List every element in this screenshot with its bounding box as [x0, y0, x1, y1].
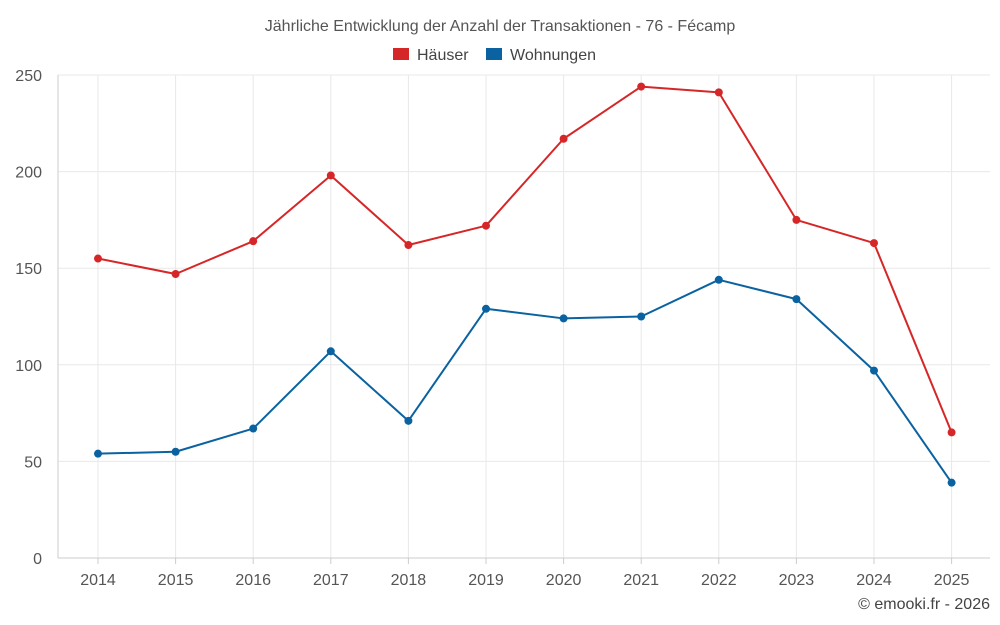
- x-tick-label: 2023: [779, 572, 815, 589]
- credit-text: © emooki.fr - 2026: [858, 596, 990, 613]
- data-point[interactable]: [482, 304, 490, 313]
- data-point[interactable]: [637, 312, 646, 321]
- x-tick-label: 2025: [934, 572, 970, 589]
- data-point[interactable]: [249, 237, 258, 246]
- series-layer: [94, 82, 956, 487]
- axes: 0 50 100 150 200 250 2014 2015 2016 2017 2018 2019 2…: [15, 68, 990, 589]
- data-point[interactable]: [714, 88, 723, 97]
- data-point[interactable]: [171, 269, 180, 278]
- y-tick-label: 200: [15, 165, 42, 182]
- x-tick-label: 2022: [701, 572, 737, 589]
- data-point[interactable]: [326, 347, 335, 356]
- legend-item[interactable]: Häuser: [393, 47, 469, 64]
- x-tick-label: 2018: [391, 572, 427, 589]
- y-tick-label: 250: [15, 68, 42, 85]
- x-tick-label: 2021: [623, 572, 659, 589]
- series-line: [97, 278, 953, 484]
- x-tick-label: 2017: [313, 572, 349, 589]
- data-point[interactable]: [792, 215, 801, 224]
- y-tick-label: 0: [33, 551, 42, 568]
- legend-label: Häuser: [417, 47, 469, 64]
- x-tick-label: 2024: [856, 572, 892, 589]
- y-tick-label: 100: [15, 358, 42, 375]
- y-tick-label: 150: [15, 261, 42, 278]
- data-point[interactable]: [559, 314, 568, 323]
- data-point[interactable]: [171, 447, 180, 456]
- chart-title: Jährliche Entwicklung der Anzahl der Tra…: [265, 18, 736, 35]
- data-point[interactable]: [637, 82, 646, 91]
- data-point[interactable]: [870, 366, 878, 375]
- x-tick-label: 2020: [546, 572, 582, 589]
- y-tick-label: 50: [24, 454, 42, 471]
- series-wohnungen: [94, 275, 956, 487]
- legend-swatch: [486, 48, 502, 60]
- legend: Häuser Wohnungen: [393, 47, 596, 64]
- x-tick-label: 2015: [158, 572, 194, 589]
- data-point[interactable]: [947, 428, 956, 437]
- data-point[interactable]: [404, 241, 413, 250]
- grid: [58, 74, 990, 558]
- data-point[interactable]: [404, 416, 413, 425]
- data-point[interactable]: [870, 239, 878, 248]
- data-point[interactable]: [714, 275, 723, 284]
- data-point[interactable]: [249, 424, 258, 433]
- data-point[interactable]: [94, 254, 102, 263]
- legend-item[interactable]: Wohnungen: [486, 47, 596, 64]
- data-point[interactable]: [947, 478, 956, 487]
- data-point[interactable]: [559, 134, 568, 143]
- data-point[interactable]: [482, 221, 490, 230]
- x-tick-label: 2016: [235, 572, 271, 589]
- x-tick-label: 2014: [80, 572, 116, 589]
- series-haeuser: [94, 82, 956, 437]
- legend-label: Wohnungen: [510, 47, 596, 64]
- legend-swatch: [393, 48, 409, 60]
- series-line: [97, 85, 953, 433]
- data-point[interactable]: [326, 171, 335, 180]
- data-point[interactable]: [792, 295, 801, 304]
- x-tick-label: 2019: [468, 572, 504, 589]
- data-point[interactable]: [94, 449, 102, 458]
